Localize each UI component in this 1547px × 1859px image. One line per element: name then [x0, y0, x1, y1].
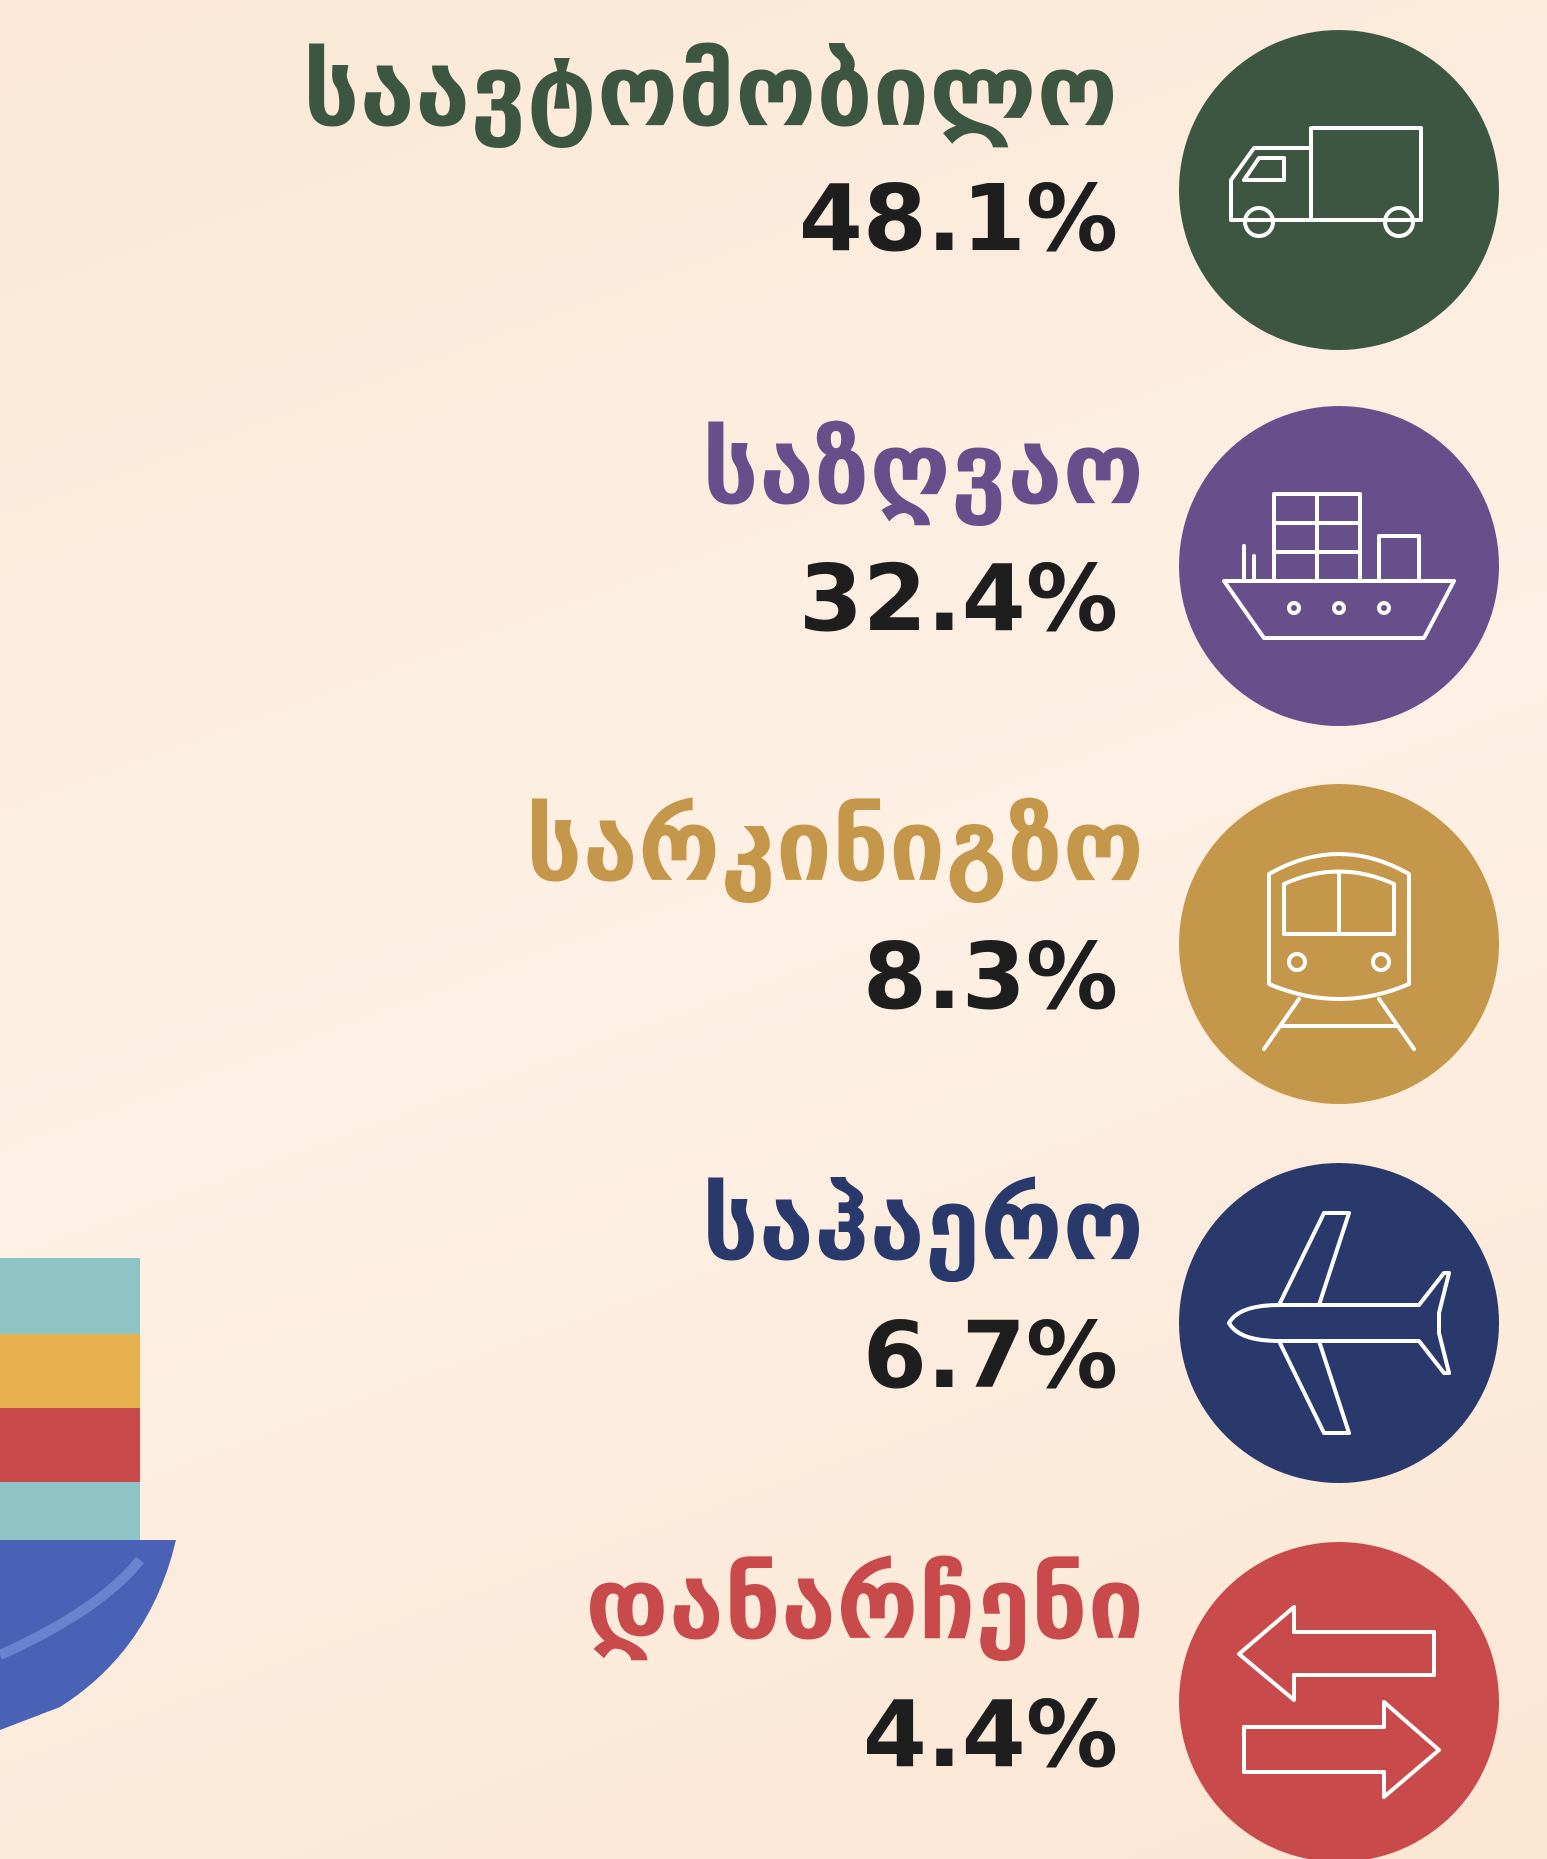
mode-label: საავტომობილო [303, 32, 1118, 149]
icon-circle [1179, 784, 1499, 1104]
plane-icon [1227, 1211, 1451, 1435]
truck-icon [1229, 126, 1423, 238]
mode-label: სარკინიგზო [526, 787, 1144, 904]
ship-icon [1222, 492, 1456, 640]
arrows-icon [1237, 1605, 1441, 1799]
icon-circle [1179, 30, 1499, 350]
icon-circle [1179, 1542, 1499, 1859]
mode-share: 48.1% [799, 165, 1118, 272]
row: დანარჩენი 4.4% [585, 1542, 1499, 1859]
row: საჰაერო 6.7% [702, 1163, 1499, 1483]
train-icon [1262, 852, 1416, 1051]
row: საზღვაო 32.4% [702, 406, 1499, 726]
mode-share: 6.7% [863, 1302, 1118, 1409]
icon-circle [1179, 406, 1499, 726]
mode-label: საჰაერო [702, 1166, 1144, 1283]
mode-share: 32.4% [799, 545, 1118, 652]
mode-share: 8.3% [863, 923, 1118, 1030]
row: სარკინიგზო 8.3% [526, 784, 1499, 1104]
mode-label: საზღვაო [702, 410, 1144, 527]
mode-label: დანარჩენი [585, 1545, 1144, 1662]
icon-circle [1179, 1163, 1499, 1483]
mode-share: 4.4% [863, 1681, 1118, 1788]
ship-decoration [0, 1258, 176, 1730]
row: საავტომობილო 48.1% [303, 30, 1499, 350]
